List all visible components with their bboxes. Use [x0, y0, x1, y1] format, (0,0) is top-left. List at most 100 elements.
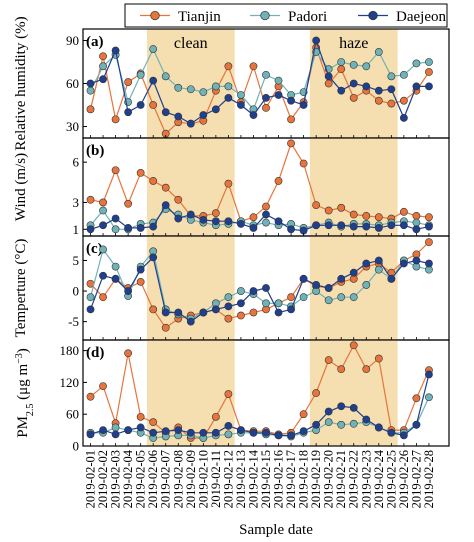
data-point — [299, 274, 308, 283]
data-point — [412, 218, 421, 227]
series-line — [89, 248, 430, 320]
x-tick-label: 2019-02-01 — [84, 450, 98, 508]
data-point — [249, 224, 258, 232]
y-tick-label: 90 — [66, 33, 79, 48]
data-point — [425, 238, 433, 247]
data-point — [224, 314, 233, 323]
data-point — [211, 82, 220, 91]
y-tick-label: 0 — [73, 439, 80, 454]
y-tick-label: 1 — [73, 222, 80, 237]
data-point — [362, 222, 371, 231]
data-point — [287, 139, 295, 148]
y-tick-label: 60 — [66, 407, 79, 422]
data-point — [374, 213, 383, 222]
data-point — [224, 93, 233, 102]
data-point — [161, 108, 170, 117]
data-point — [425, 82, 433, 91]
data-point — [99, 245, 107, 254]
data-point — [99, 198, 107, 207]
data-point — [337, 58, 346, 66]
data-point — [287, 115, 295, 124]
data-point — [299, 293, 308, 302]
data-point — [136, 224, 145, 232]
data-point — [324, 206, 333, 215]
data-point — [174, 214, 183, 223]
data-point — [262, 210, 270, 219]
y-tick-label: 180 — [60, 343, 80, 358]
legend-box — [124, 3, 448, 28]
panel-label: (b) — [86, 143, 104, 159]
data-point — [99, 426, 107, 434]
data-point — [324, 72, 333, 81]
data-point — [211, 305, 220, 314]
series-line — [90, 396, 430, 439]
panel-label: (a) — [86, 34, 104, 50]
data-point — [136, 70, 145, 79]
data-point — [425, 259, 433, 268]
data-point — [186, 428, 195, 437]
y-tick-label: 5 — [73, 253, 80, 268]
data-point — [224, 179, 233, 188]
data-point — [274, 431, 283, 440]
data-point — [211, 217, 220, 226]
data-point — [337, 86, 346, 95]
period-band-haze — [309, 340, 398, 446]
data-point — [161, 308, 170, 317]
data-point — [374, 48, 383, 56]
data-point — [387, 85, 396, 94]
y-tick-label: 60 — [66, 76, 79, 91]
data-point — [149, 222, 158, 231]
data-point — [249, 428, 258, 437]
data-point — [349, 210, 358, 219]
data-point — [111, 225, 120, 234]
series-line — [90, 208, 430, 230]
data-point — [174, 83, 183, 92]
data-point — [211, 412, 220, 421]
x-tick-label: 2019-02-09 — [184, 450, 198, 508]
data-point — [262, 103, 270, 112]
x-tick-label: 2019-02-25 — [384, 450, 398, 508]
data-point — [287, 431, 295, 440]
ylabel-sup: −3 — [14, 353, 25, 364]
series-line — [89, 45, 430, 135]
data-point — [262, 218, 270, 227]
data-point — [337, 402, 346, 411]
data-point — [161, 72, 170, 81]
series-line — [89, 47, 429, 111]
data-point — [174, 308, 183, 317]
data-point — [124, 426, 133, 434]
y-tick-label: -5 — [68, 314, 79, 329]
x-tick-label: 2019-02-24 — [372, 449, 386, 508]
data-point — [149, 101, 158, 109]
data-point — [349, 341, 358, 350]
data-point — [349, 79, 358, 88]
x-tick-label: 2019-02-06 — [146, 450, 160, 508]
data-point — [287, 293, 295, 302]
data-point — [425, 68, 433, 76]
data-point — [312, 36, 321, 45]
series-line — [90, 38, 429, 125]
data-point — [274, 217, 283, 226]
data-point — [149, 428, 158, 437]
series-line — [90, 374, 430, 437]
data-point — [224, 302, 233, 311]
data-point — [312, 420, 321, 429]
data-point — [324, 407, 333, 416]
panel-label: (c) — [86, 241, 103, 257]
data-point — [86, 225, 95, 234]
series-line — [90, 204, 430, 232]
data-point — [425, 370, 433, 379]
data-point — [136, 101, 145, 109]
data-point — [237, 287, 245, 295]
data-point — [399, 70, 408, 79]
data-point — [349, 293, 358, 302]
data-point — [237, 91, 245, 99]
data-point — [387, 274, 396, 283]
data-point — [324, 79, 333, 88]
data-point — [387, 221, 396, 230]
data-point — [399, 207, 408, 216]
data-point — [237, 311, 245, 320]
data-point — [362, 415, 371, 424]
panel-1: 1 3 6 (b) Wind (m/s) — [13, 137, 450, 237]
data-point — [111, 423, 120, 432]
